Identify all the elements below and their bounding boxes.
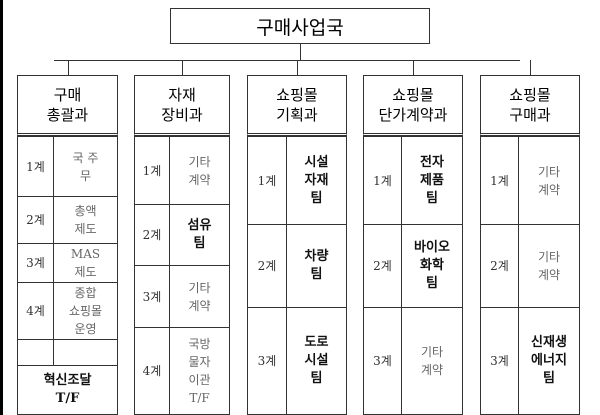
connector	[300, 44, 301, 60]
unit-label: 1계	[363, 136, 402, 225]
unit-label: 3계	[480, 307, 519, 415]
unit-cell: 도로 시설 팀	[286, 307, 347, 415]
department-header: 쇼핑몰 단가계약과	[363, 75, 463, 136]
unit-cell: 바이오 화학 팀	[401, 224, 463, 308]
unit-label: 2계	[247, 224, 287, 308]
unit-cell: 섬유 팀	[169, 204, 230, 266]
connector	[54, 60, 520, 61]
unit-cell	[53, 339, 118, 366]
unit-label: 2계	[134, 204, 170, 266]
connector	[68, 60, 69, 75]
unit-label: 3계	[134, 265, 170, 328]
unit-cell: 기타 계약	[518, 136, 580, 225]
department-header: 자재 장비과	[134, 75, 230, 136]
unit-cell: 기타 계약	[169, 136, 230, 205]
connector	[530, 60, 531, 75]
unit-cell: 총액 제도	[53, 196, 118, 244]
unit-label: 1계	[247, 136, 287, 225]
unit-cell: 전자 제품 팀	[401, 136, 463, 225]
unit-cell: MAS 제도	[53, 243, 118, 283]
unit-cell: 기타 계약	[169, 265, 230, 328]
unit-label: 1계	[480, 136, 519, 225]
left-border	[0, 0, 3, 415]
unit-cell: 기타 계약	[401, 307, 463, 415]
unit-label: 4계	[134, 327, 170, 415]
unit-cell: 기타 계약	[518, 224, 580, 308]
unit-label: 1계	[17, 136, 54, 197]
unit-cell: 신재생 에너지 팀	[518, 307, 580, 415]
unit-cell: 차량 팀	[286, 224, 347, 308]
department-header: 구매 총괄과	[17, 75, 118, 136]
department-header: 쇼핑몰 구매과	[480, 75, 580, 136]
unit-cell: 시설 자재 팀	[286, 136, 347, 225]
bureau-title: 구매사업국	[170, 8, 430, 44]
unit-label: 3계	[247, 307, 287, 415]
department-header: 쇼핑몰 기획과	[247, 75, 347, 136]
unit-cell: 종합 쇼핑몰 운영	[53, 282, 118, 340]
unit-label: 2계	[480, 224, 519, 308]
connector	[413, 60, 414, 75]
unit-label: 3계	[363, 307, 402, 415]
unit-label: 2계	[17, 196, 54, 244]
connector	[182, 60, 183, 75]
unit-label: 1계	[134, 136, 170, 205]
unit-cell: 국방 물자 이관 T/F	[169, 327, 230, 415]
unit-label: 4계	[17, 282, 54, 340]
connector	[297, 60, 298, 75]
unit-label	[17, 339, 54, 366]
unit-cell: 국 주 무	[53, 136, 118, 197]
unit-label: 3계	[17, 243, 54, 283]
unit-label: 2계	[363, 224, 402, 308]
unit-cell: 혁신조달 T/F	[17, 365, 118, 415]
